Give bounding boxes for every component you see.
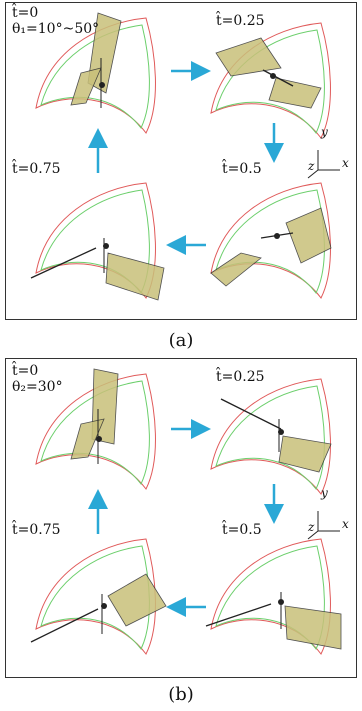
frame-b-4-time: t̂=0.75	[12, 522, 61, 538]
frame-a-1-time: t̂=0	[12, 5, 39, 21]
axis-x-label-b: x	[342, 517, 349, 531]
panel-b: t̂=0 θ₂=30° t̂=0.25 t̂=0.5 t̂=0.75 y x z	[5, 358, 357, 678]
frame-b-3-time: t̂=0.5	[222, 522, 262, 538]
axis-x-label: x	[342, 156, 349, 170]
axes-b	[307, 511, 340, 540]
axes-a	[307, 150, 340, 179]
frame-a-4-time: t̂=0.75	[12, 161, 61, 177]
frame-b-4	[30, 538, 167, 655]
frame-b-1	[35, 368, 156, 490]
frame-a-3-time: t̂=0.5	[222, 161, 262, 177]
frame-b-2	[210, 378, 332, 495]
caption-b: (b)	[168, 684, 194, 705]
frame-b-2-time: t̂=0.25	[216, 369, 265, 385]
frame-b-3	[205, 538, 342, 655]
axis-y-label: y	[321, 125, 328, 139]
frame-a-2-time: t̂=0.25	[216, 13, 265, 29]
frame-a-1-angle: θ₁=10°~50°	[12, 21, 100, 37]
caption-a: (a)	[168, 330, 194, 351]
frame-a-2	[210, 22, 331, 139]
panel-b-illustration	[30, 368, 342, 655]
frame-a-1	[35, 12, 156, 134]
axis-y-label-b: y	[321, 486, 328, 500]
axis-z-label: z	[308, 159, 315, 173]
panel-a-illustration	[30, 12, 340, 301]
frame-a-4	[30, 182, 165, 301]
frame-a-3	[210, 182, 332, 299]
panel-a: t̂=0 θ₁=10°~50° t̂=0.25 t̂=0.5 t̂=0.75 y…	[5, 2, 357, 320]
frame-b-1-time: t̂=0	[12, 363, 39, 379]
frame-b-1-angle: θ₂=30°	[12, 379, 63, 395]
axis-z-label-b: z	[308, 520, 315, 534]
